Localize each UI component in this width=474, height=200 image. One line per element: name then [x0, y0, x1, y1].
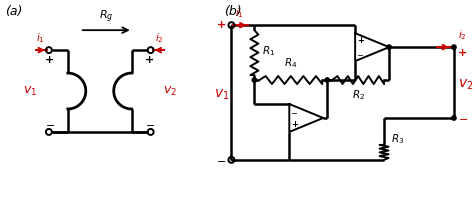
Text: $R_3$: $R_3$ [391, 132, 404, 146]
Text: +: + [217, 20, 227, 30]
Text: $-$: $-$ [356, 49, 364, 58]
Text: $i_1$: $i_1$ [236, 6, 244, 20]
Text: $-$: $-$ [290, 107, 298, 116]
Text: $-$: $-$ [458, 113, 468, 123]
Text: +: + [45, 55, 55, 65]
Text: $i_2$: $i_2$ [155, 31, 164, 45]
Text: $v_1$: $v_1$ [214, 88, 229, 102]
Text: $i_1$: $i_1$ [36, 31, 45, 45]
Text: +: + [291, 120, 298, 129]
Circle shape [387, 45, 391, 49]
Text: $R_1$: $R_1$ [263, 44, 275, 58]
Circle shape [325, 78, 329, 82]
Text: $R_\mathregular{g}$: $R_\mathregular{g}$ [99, 9, 113, 25]
Circle shape [452, 45, 456, 49]
Text: $-$: $-$ [216, 155, 227, 165]
Text: $v_2$: $v_2$ [458, 78, 474, 92]
Text: $i_2$: $i_2$ [458, 28, 466, 42]
Text: +: + [458, 48, 467, 58]
Text: (b): (b) [225, 5, 242, 18]
Text: $-$: $-$ [145, 119, 155, 129]
Text: $v_1$: $v_1$ [23, 84, 37, 98]
Text: $R_4$: $R_4$ [284, 56, 298, 70]
Circle shape [452, 116, 456, 120]
Text: (a): (a) [5, 5, 22, 18]
Circle shape [252, 78, 256, 82]
Text: +: + [145, 55, 154, 65]
Text: +: + [356, 36, 364, 45]
Text: $R_2$: $R_2$ [352, 88, 365, 102]
Text: $-$: $-$ [45, 119, 55, 129]
Text: $v_2$: $v_2$ [163, 84, 177, 98]
